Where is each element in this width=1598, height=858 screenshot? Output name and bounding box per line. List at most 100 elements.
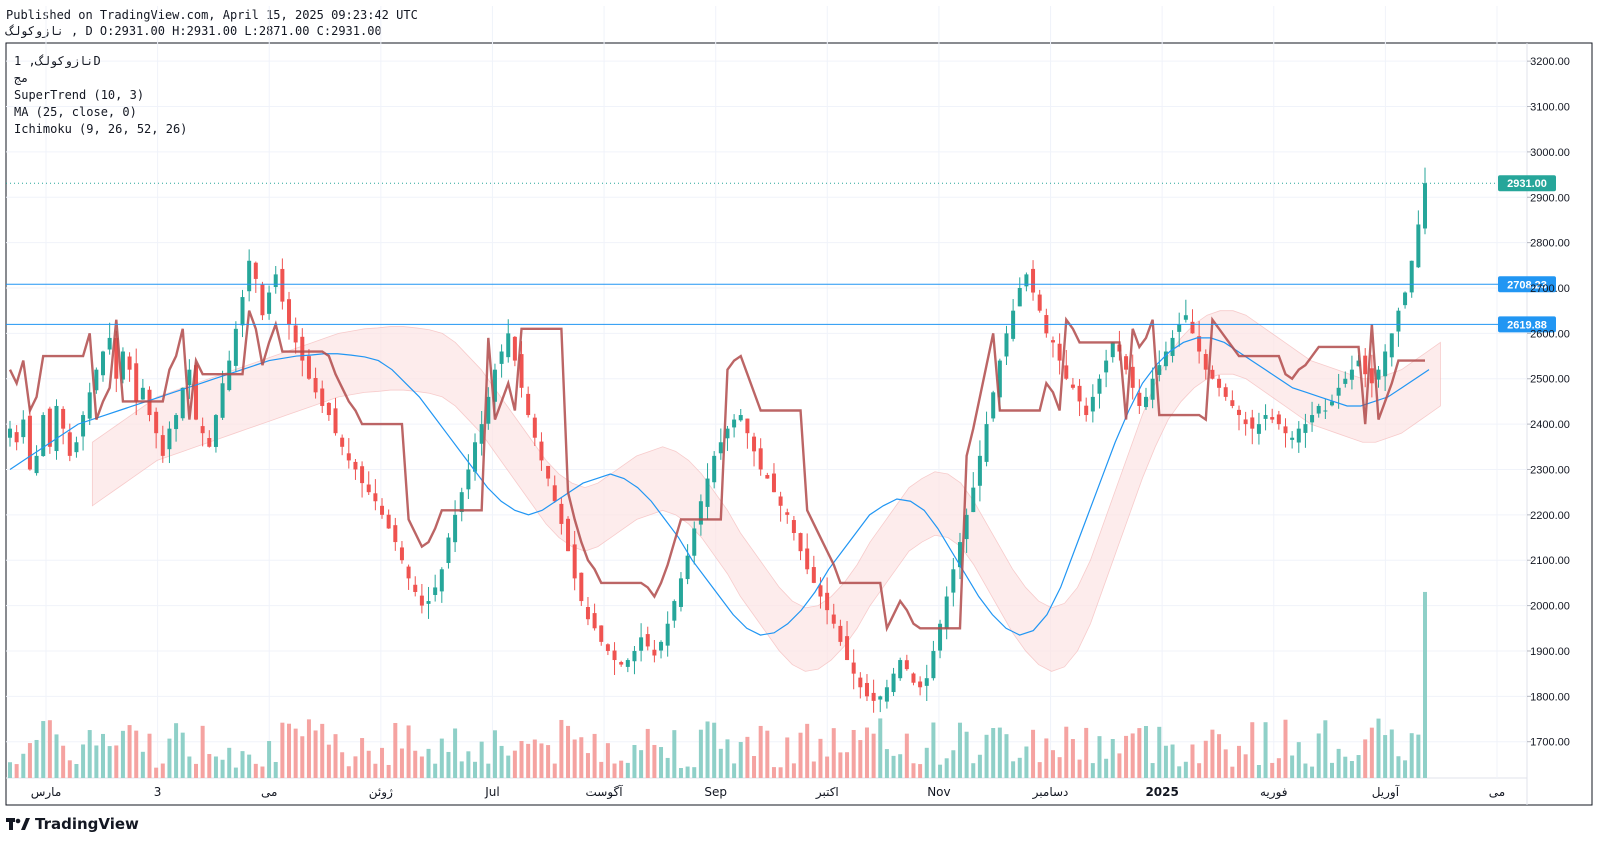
candle-body [260, 284, 265, 316]
candle-body [964, 514, 969, 540]
volume-bar [433, 763, 438, 778]
volume-bar [87, 730, 92, 778]
candle-body [851, 662, 856, 674]
candle-body [619, 662, 624, 665]
legend-ma[interactable]: MA (25, close, 0) [14, 105, 137, 119]
candle-body [1031, 268, 1036, 293]
y-tick-label: 2800.00 [1530, 238, 1570, 250]
volume-bar [267, 741, 272, 778]
candle-body [120, 351, 125, 380]
candle-body [1310, 415, 1315, 423]
volume-bar [240, 751, 245, 778]
volume-bar [1343, 756, 1348, 778]
volume-bar [1017, 757, 1022, 778]
ohlc-info: نازوکولگ , D O:2931.00 H:2931.00 L:2871.… [6, 24, 382, 38]
candle-body [380, 505, 385, 515]
candle-body [306, 356, 311, 379]
candle-body [134, 363, 139, 402]
candle-body [1283, 426, 1288, 434]
legend-symbol[interactable]: نازوکولگ, 1D [14, 54, 101, 68]
legend-ichimoku[interactable]: Ichimoku (9, 26, 52, 26) [14, 122, 188, 136]
x-tick-label: Jul [484, 785, 499, 799]
candle-body [1203, 353, 1208, 370]
candle-body [300, 336, 305, 361]
tradingview-logo-icon [6, 818, 30, 830]
time-axis[interactable]: مارس 3 می ژوئن Jul آگوست Sep اکتبر Nov دسامبر 2025… [31, 784, 1505, 800]
candle-body [273, 274, 278, 288]
candle-body [752, 436, 757, 452]
candle-body [200, 426, 205, 434]
candle-body [612, 650, 617, 661]
volume-bar [200, 725, 205, 778]
volume-bar [1031, 729, 1036, 778]
candle-body [1363, 355, 1368, 375]
volume-bar [1263, 722, 1268, 778]
candle-body [1124, 356, 1129, 370]
price-axis[interactable]: 3200.00 3100.00 3000.00 2900.00 2800.00 2700.… [1527, 56, 1570, 749]
candle-body [333, 408, 338, 434]
candle-body [1389, 333, 1394, 358]
candle-body [1017, 288, 1022, 307]
candle-body [632, 650, 637, 662]
volume-bar [971, 763, 976, 778]
volume-bar [1403, 760, 1408, 778]
volume-bar [180, 732, 185, 778]
candle-body [884, 687, 889, 702]
candle-body [287, 299, 292, 325]
candle-body [692, 528, 697, 556]
volume-bar [300, 736, 305, 778]
candle-body [233, 328, 238, 366]
candle-body [1077, 385, 1082, 402]
candle-body [818, 585, 823, 597]
candle-body [718, 442, 723, 454]
legend-supertrend[interactable]: SuperTrend (10, 3) [14, 88, 145, 102]
volume-bar [1396, 756, 1401, 778]
last-price-label-bg [1498, 175, 1556, 192]
volume-bar [1303, 763, 1308, 778]
volume-bar [506, 755, 511, 778]
candle-body [771, 473, 776, 493]
volume-bar [1163, 745, 1168, 778]
candle-body [453, 514, 458, 543]
candles [8, 167, 1427, 713]
candle-body [904, 660, 909, 670]
candle-body [725, 428, 730, 439]
volume-bar [1090, 763, 1095, 778]
candle-body [1130, 366, 1135, 388]
volume-bar [997, 727, 1002, 778]
volume-bar [526, 743, 531, 778]
volume-bar [672, 730, 677, 778]
volume-bar [247, 754, 252, 778]
candle-body [639, 637, 644, 651]
candle-body [459, 492, 464, 513]
candle-body [519, 354, 524, 388]
candle-body [1256, 424, 1261, 434]
horizontal-lines[interactable]: 2708.23 2619.88 2931.00 [6, 175, 1556, 333]
volume-bar [904, 733, 909, 778]
volume-bar [619, 760, 624, 778]
candle-body [957, 542, 962, 568]
volume-bar [1236, 745, 1241, 778]
volume-bar [21, 753, 26, 778]
volume-bar [1190, 744, 1195, 778]
volume-bar [114, 745, 119, 778]
candle-body [8, 428, 12, 438]
volume-bar [931, 722, 936, 778]
volume-bar [1296, 742, 1301, 778]
candle-body [1250, 417, 1255, 429]
x-tick-label: می [1489, 785, 1505, 799]
x-tick-label: می [261, 785, 277, 799]
candle-body [419, 595, 424, 606]
candle-body [194, 365, 199, 420]
candle-body [1097, 378, 1102, 394]
volume-bar [984, 734, 989, 778]
volume-bar [884, 749, 889, 778]
candle-body [825, 592, 830, 611]
candle-body [1343, 378, 1348, 384]
tradingview-brand[interactable]: TradingView [6, 815, 139, 833]
volume-bar [127, 725, 132, 778]
candle-body [353, 461, 358, 470]
volume-bar [253, 763, 258, 778]
volume-bar [725, 739, 730, 778]
